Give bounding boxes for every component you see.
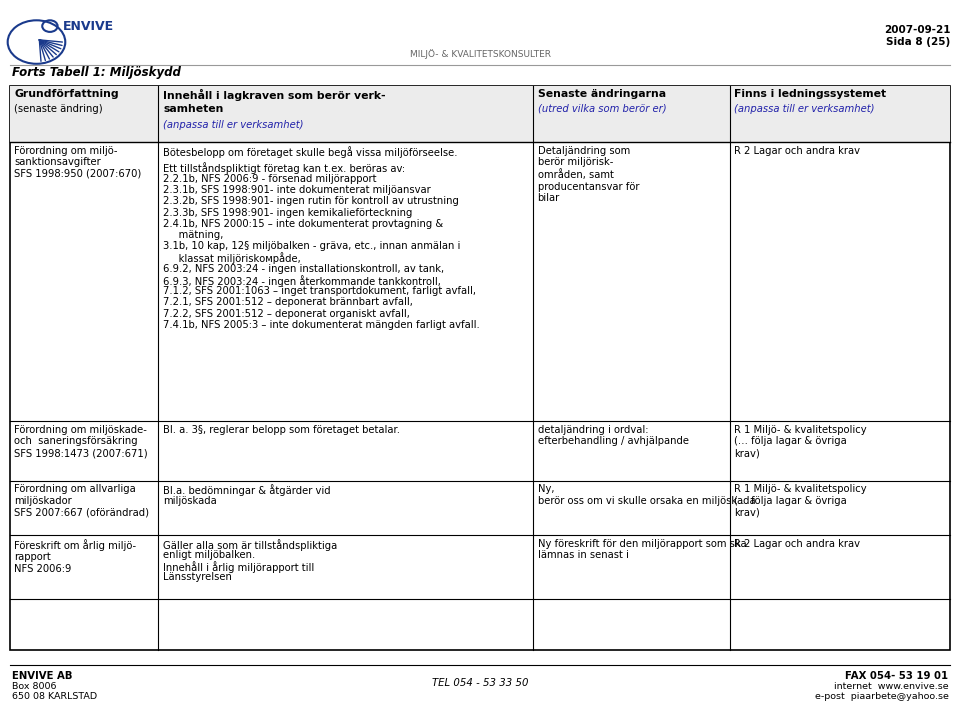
Text: 2.2.1b, NFS 2006:9 - försenad miljörapport: 2.2.1b, NFS 2006:9 - försenad miljörappo… xyxy=(163,174,376,184)
Text: Bl.a. bedömningar & åtgärder vid: Bl.a. bedömningar & åtgärder vid xyxy=(163,484,331,496)
Text: lämnas in senast i: lämnas in senast i xyxy=(538,550,632,560)
Text: 3.1b, 10 kap, 12§ miljöbalken - gräva, etc., innan anmälan i: 3.1b, 10 kap, 12§ miljöbalken - gräva, e… xyxy=(163,241,461,252)
Text: R 1 Miljö- & kvalitetspolicy
(… följa lagar & övriga
krav): R 1 Miljö- & kvalitetspolicy (… följa la… xyxy=(734,484,867,518)
Text: Förordning om allvarliga
miljöskador
SFS 2007:667 (oförändrad): Förordning om allvarliga miljöskador SFS… xyxy=(14,484,150,518)
Text: ENVIVE: ENVIVE xyxy=(63,20,114,33)
Text: R 1 Miljö- & kvalitetspolicy
(… följa lagar & övriga
krav): R 1 Miljö- & kvalitetspolicy (… följa la… xyxy=(734,425,867,458)
Text: Forts Tabell 1: Miljöskydd: Forts Tabell 1: Miljöskydd xyxy=(12,66,180,79)
Text: 7.2.2, SFS 2001:512 – deponerat organiskt avfall,: 7.2.2, SFS 2001:512 – deponerat organisk… xyxy=(163,309,410,319)
Text: 2.4.1b, NFS 2000:15 – inte dokumenterat provtagning &: 2.4.1b, NFS 2000:15 – inte dokumenterat … xyxy=(163,219,444,229)
Text: Innehåll i årlig miljörapport till: Innehåll i årlig miljörapport till xyxy=(163,561,315,573)
Text: 7.2.1, SFS 2001:512 – deponerat brännbart avfall,: 7.2.1, SFS 2001:512 – deponerat brännbar… xyxy=(163,297,413,307)
Text: Bl. a. 3§, reglerar belopp som företaget betalar.: Bl. a. 3§, reglerar belopp som företaget… xyxy=(163,425,400,435)
Text: Förordning om miljöskade-
och  saneringsförsäkring
SFS 1998:1473 (2007:671): Förordning om miljöskade- och saneringsf… xyxy=(14,425,148,458)
Text: Föreskrift om årlig miljö-
rapport
NFS 2006:9: Föreskrift om årlig miljö- rapport NFS 2… xyxy=(14,539,136,573)
Text: samheten: samheten xyxy=(163,104,224,114)
Text: internet  www.envive.se: internet www.envive.se xyxy=(834,682,948,691)
Text: Förordning om miljö-
sanktionsavgifter
SFS 1998:950 (2007:670): Förordning om miljö- sanktionsavgifter S… xyxy=(14,146,142,179)
Text: 2007-09-21: 2007-09-21 xyxy=(884,25,950,36)
Text: Bötesbelopp om företaget skulle begå vissa miljöförseelse.: Bötesbelopp om företaget skulle begå vis… xyxy=(163,146,458,157)
Text: 6.9.2, NFS 2003:24 - ingen installationskontroll, av tank,: 6.9.2, NFS 2003:24 - ingen installations… xyxy=(163,264,444,274)
Text: ENVIVE AB: ENVIVE AB xyxy=(12,671,72,681)
Text: (utred vilka som berör er): (utred vilka som berör er) xyxy=(538,104,666,114)
Text: Ny föreskrift för den miljörapport som ska: Ny föreskrift för den miljörapport som s… xyxy=(538,539,746,549)
Text: 7.4.1b, NFS 2005:3 – inte dokumenterat mängden farligt avfall.: 7.4.1b, NFS 2005:3 – inte dokumenterat m… xyxy=(163,320,480,330)
Text: (senaste ändring): (senaste ändring) xyxy=(14,104,103,114)
Text: klassat miljöriskомрåde,: klassat miljöriskомрåde, xyxy=(163,252,300,265)
Text: (anpassa till er verksamhet): (anpassa till er verksamhet) xyxy=(734,104,875,114)
Text: MILJÖ- & KVALITETSKONSULTER: MILJÖ- & KVALITETSKONSULTER xyxy=(410,49,550,59)
Text: Box 8006: Box 8006 xyxy=(12,682,56,691)
Text: Länsstyrelsen: Länsstyrelsen xyxy=(163,573,232,582)
Text: 2.3.3b, SFS 1998:901- ingen kemikalieförteckning: 2.3.3b, SFS 1998:901- ingen kemikalieför… xyxy=(163,207,413,218)
Text: 2.3.1b, SFS 1998:901- inte dokumenterat miljöansvar: 2.3.1b, SFS 1998:901- inte dokumenterat … xyxy=(163,185,431,195)
Text: Sida 8 (25): Sida 8 (25) xyxy=(886,37,950,47)
Text: Ny,
berör oss om vi skulle orsaka en miljöskada: Ny, berör oss om vi skulle orsaka en mil… xyxy=(538,484,756,506)
Text: Ett tillståndspliktigt företag kan t.ex. beröras av:: Ett tillståndspliktigt företag kan t.ex.… xyxy=(163,162,405,175)
Text: e-post  piaarbete@yahoo.se: e-post piaarbete@yahoo.se xyxy=(815,692,948,701)
Text: R 2 Lagar och andra krav: R 2 Lagar och andra krav xyxy=(734,146,860,156)
Text: mätning,: mätning, xyxy=(163,230,224,240)
Text: 2.3.2b, SFS 1998:901- ingen rutin för kontroll av utrustning: 2.3.2b, SFS 1998:901- ingen rutin för ko… xyxy=(163,196,459,207)
Text: detaljändring i ordval:
efterbehandling / avhjälpande: detaljändring i ordval: efterbehandling … xyxy=(538,425,688,447)
Text: Finns i ledningssystemet: Finns i ledningssystemet xyxy=(734,89,886,99)
Text: Innehåll i lagkraven som berör verk-: Innehåll i lagkraven som berör verk- xyxy=(163,89,386,102)
Text: R 2 Lagar och andra krav: R 2 Lagar och andra krav xyxy=(734,539,860,549)
Text: 650 08 KARLSTAD: 650 08 KARLSTAD xyxy=(12,692,97,701)
Text: 7.1.2, SFS 2001:1063 – inget transportdokument, farligt avfall,: 7.1.2, SFS 2001:1063 – inget transportdo… xyxy=(163,286,476,297)
Text: 6.9.3, NFS 2003:24 - ingen återkommande tankkontroll,: 6.9.3, NFS 2003:24 - ingen återkommande … xyxy=(163,275,441,287)
Text: (anpassa till er verksamhet): (anpassa till er verksamhet) xyxy=(163,120,303,130)
Text: FAX 054- 53 19 01: FAX 054- 53 19 01 xyxy=(846,671,948,681)
Text: Grundförfattning: Grundförfattning xyxy=(14,89,119,99)
Text: Gäller alla som är tillståndspliktiga: Gäller alla som är tillståndspliktiga xyxy=(163,539,338,550)
Bar xyxy=(10,86,950,650)
Text: TEL 054 - 53 33 50: TEL 054 - 53 33 50 xyxy=(432,678,528,688)
Text: miljöskada: miljöskada xyxy=(163,496,217,505)
Text: Detaljändring som
berör miljörisk-
områden, samt
producentansvar för
bilar: Detaljändring som berör miljörisk- områd… xyxy=(538,146,639,203)
Bar xyxy=(10,86,950,142)
Text: enligt miljöbalken.: enligt miljöbalken. xyxy=(163,550,255,560)
Text: Senaste ändringarna: Senaste ändringarna xyxy=(538,89,665,99)
